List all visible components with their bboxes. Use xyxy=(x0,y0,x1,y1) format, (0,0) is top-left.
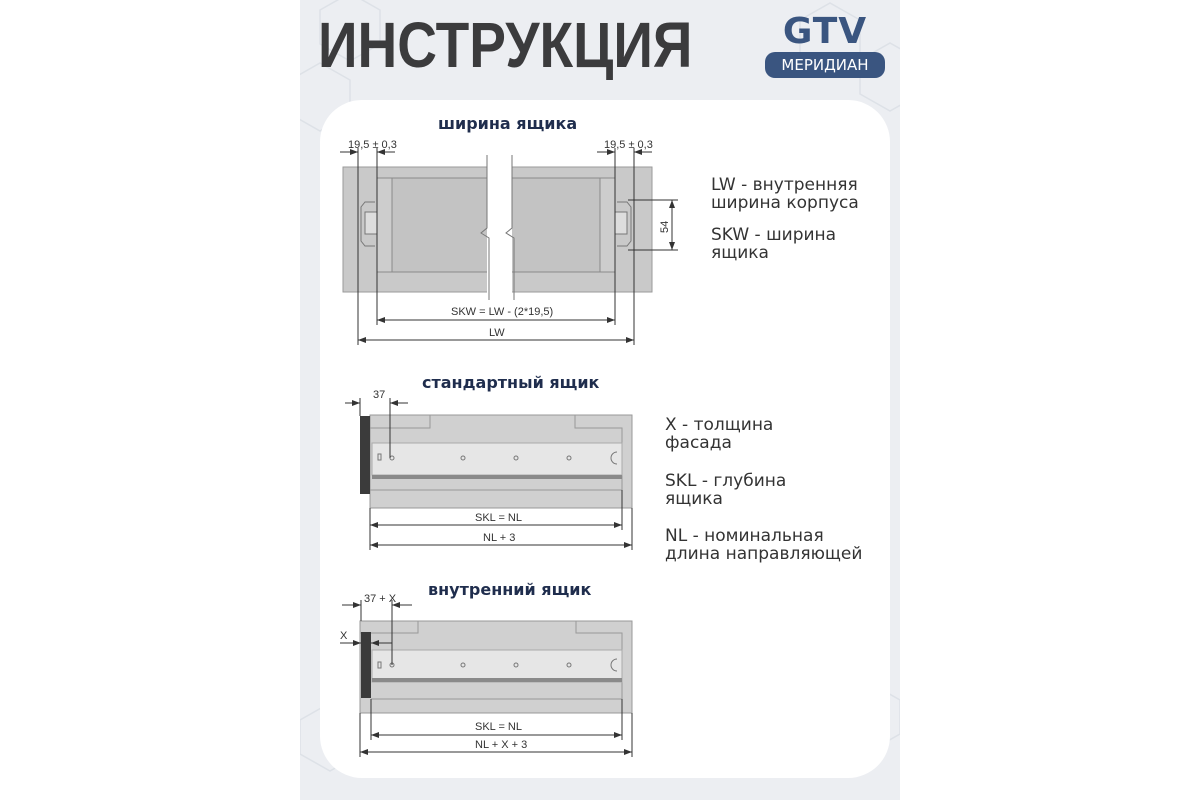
dim-skl: SKL = NL xyxy=(475,721,522,733)
facade xyxy=(361,632,371,698)
dim-rail-height: 54 xyxy=(659,221,671,233)
standard-drawer-diagram: стандартный ящик 37 SKL = NL NL + 3 xyxy=(345,373,633,550)
legend-lw: LW - внутренняя ширина корпуса xyxy=(711,176,859,212)
dim-skl: SKL = NL xyxy=(475,512,522,524)
left-rail xyxy=(360,201,378,247)
legend-x: X - толщина фасада xyxy=(665,416,773,452)
drawer-width-diagram: ширина ящика 19,5 ± 0,3 19,5 ± 0,3 54 SK… xyxy=(340,114,678,345)
legend-line: NL - номинальная xyxy=(665,526,824,546)
legend-line: ящика xyxy=(665,489,723,509)
legend-line: длина направляющей xyxy=(665,544,863,564)
section2-heading: стандартный ящик xyxy=(422,373,600,392)
legend-line: ширина корпуса xyxy=(711,193,859,213)
legend-line: LW - внутренняя xyxy=(711,175,858,195)
inner-drawer-diagram: внутренний ящик 37 + X X SKL = NL NL + X… xyxy=(340,580,633,757)
dim-offset: 37 xyxy=(373,389,385,401)
dim-offset: 37 + X xyxy=(364,593,397,605)
legend-nl: NL - номинальная длина направляющей xyxy=(665,527,862,563)
brand-logo: GTV МЕРИДИАН xyxy=(765,14,885,78)
dim-lw: LW xyxy=(489,327,505,339)
legend-line: SKW - ширина xyxy=(711,225,837,245)
facade xyxy=(360,416,370,494)
dim-total: NL + 3 xyxy=(483,532,515,544)
break-gap xyxy=(487,150,512,300)
logo-subtitle: МЕРИДИАН xyxy=(765,52,885,78)
section1-heading: ширина ящика xyxy=(438,114,577,133)
legend-line: SKL - глубина xyxy=(665,471,787,491)
legend-skw: SKW - ширина ящика xyxy=(711,226,836,262)
legend-line: X - толщина xyxy=(665,415,774,435)
dim-x: X xyxy=(340,630,348,642)
dim-left-gap: 19,5 ± 0,3 xyxy=(348,139,397,151)
section3-heading: внутренний ящик xyxy=(428,580,591,599)
page-title: ИНСТРУКЦИЯ xyxy=(318,9,693,81)
dim-right-gap: 19,5 ± 0,3 xyxy=(604,139,653,151)
legend-skl: SKL - глубина ящика xyxy=(665,472,786,508)
dim-total: NL + X + 3 xyxy=(475,739,527,751)
logo-brand: GTV xyxy=(782,11,868,52)
legend-line: ящика xyxy=(711,243,769,263)
legend-line: фасада xyxy=(665,433,732,453)
dim-skw: SKW = LW - (2*19,5) xyxy=(451,306,553,318)
